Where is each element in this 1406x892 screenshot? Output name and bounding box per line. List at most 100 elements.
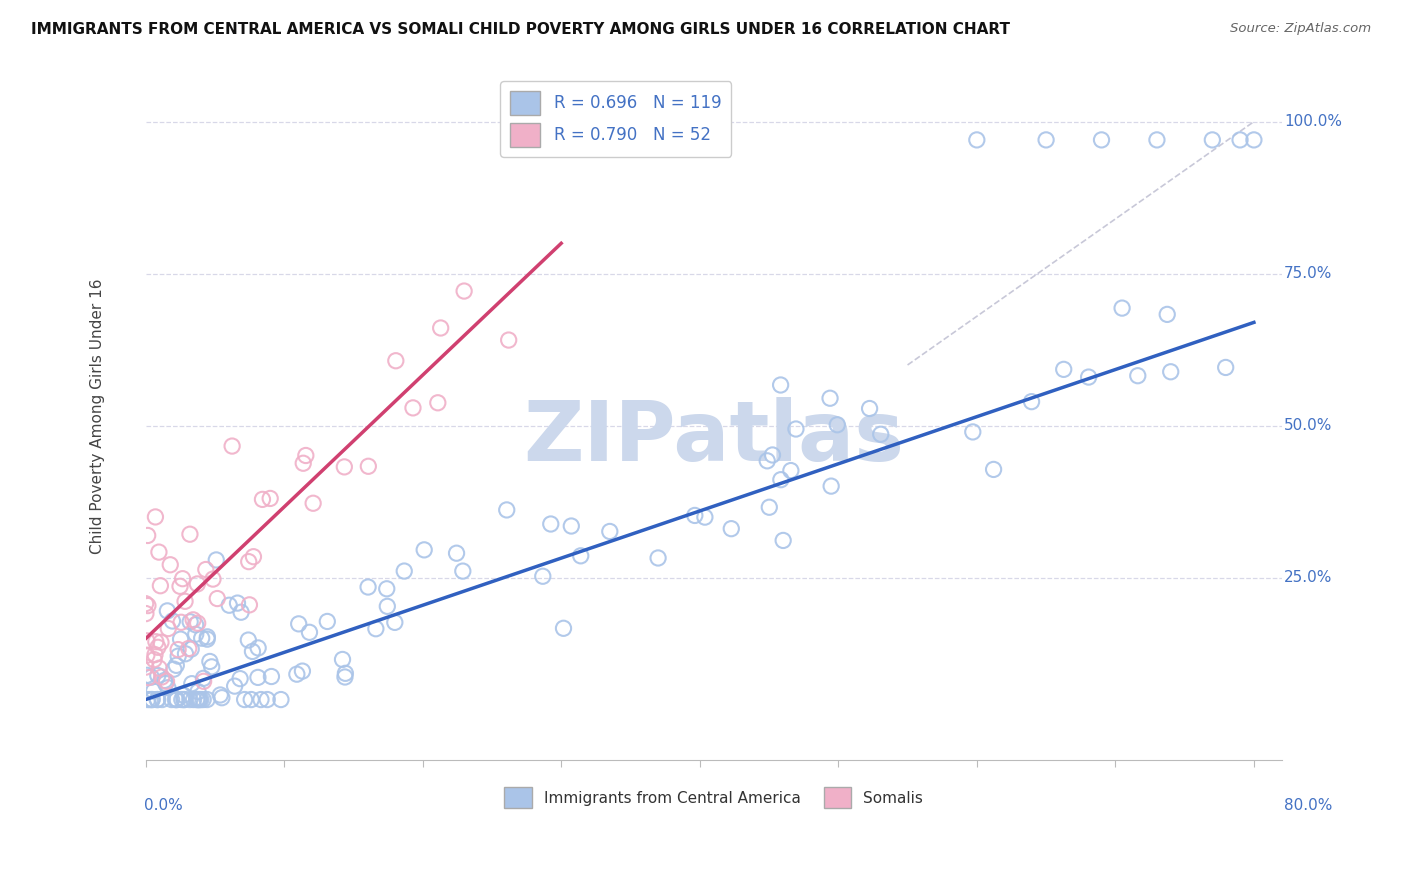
Point — [238, 555, 260, 569]
Point — [173, 692, 195, 706]
Point — [143, 648, 166, 662]
Point — [179, 615, 201, 629]
Text: 50.0%: 50.0% — [1284, 418, 1333, 434]
Point — [1243, 133, 1265, 147]
Point — [193, 674, 215, 689]
Point — [160, 692, 183, 706]
Point — [820, 479, 842, 493]
Point — [148, 661, 170, 675]
Point — [190, 692, 212, 706]
Point — [332, 652, 354, 666]
Point — [173, 692, 195, 706]
Point — [180, 642, 202, 657]
Point — [194, 562, 217, 576]
Point — [193, 671, 215, 685]
Point — [135, 648, 157, 663]
Point — [195, 692, 218, 706]
Point — [693, 510, 716, 524]
Point — [221, 439, 243, 453]
Point — [375, 599, 398, 614]
Point — [553, 621, 575, 635]
Point — [146, 640, 169, 655]
Point — [146, 692, 169, 706]
Point — [394, 564, 416, 578]
Point — [357, 459, 380, 474]
Text: 0.0%: 0.0% — [145, 798, 183, 814]
Point — [1126, 368, 1149, 383]
Point — [205, 553, 228, 567]
Point — [962, 425, 984, 439]
Point — [385, 353, 408, 368]
Point — [779, 464, 801, 478]
Point — [198, 655, 221, 669]
Point — [599, 524, 621, 539]
Point — [769, 473, 792, 487]
Point — [177, 641, 200, 656]
Legend: Immigrants from Central America, Somalis: Immigrants from Central America, Somalis — [498, 780, 929, 814]
Point — [240, 692, 263, 706]
Point — [451, 564, 474, 578]
Point — [135, 597, 157, 611]
Point — [540, 516, 562, 531]
Point — [224, 679, 246, 693]
Point — [1077, 370, 1099, 384]
Point — [229, 672, 252, 686]
Point — [195, 632, 218, 647]
Point — [135, 633, 157, 648]
Point — [229, 605, 252, 619]
Point — [187, 684, 209, 698]
Point — [429, 321, 451, 335]
Point — [193, 692, 215, 706]
Point — [247, 640, 270, 655]
Text: IMMIGRANTS FROM CENTRAL AMERICA VS SOMALI CHILD POVERTY AMONG GIRLS UNDER 16 COR: IMMIGRANTS FROM CENTRAL AMERICA VS SOMAL… — [31, 22, 1010, 37]
Point — [772, 533, 794, 548]
Point — [357, 580, 380, 594]
Point — [141, 692, 163, 706]
Point — [413, 542, 436, 557]
Point — [174, 647, 197, 661]
Point — [333, 459, 356, 474]
Text: 75.0%: 75.0% — [1284, 266, 1333, 281]
Point — [150, 692, 173, 706]
Point — [333, 670, 356, 684]
Point — [761, 448, 783, 462]
Point — [827, 417, 849, 432]
Point — [146, 668, 169, 682]
Point — [186, 692, 208, 706]
Point — [156, 604, 179, 618]
Point — [170, 615, 193, 630]
Point — [187, 616, 209, 631]
Point — [1201, 133, 1223, 147]
Point — [569, 549, 592, 563]
Point — [495, 503, 517, 517]
Point — [531, 569, 554, 583]
Point — [141, 670, 163, 684]
Point — [184, 627, 207, 641]
Point — [683, 508, 706, 523]
Point — [1021, 394, 1043, 409]
Point — [298, 625, 321, 640]
Point — [785, 422, 807, 436]
Point — [818, 391, 841, 405]
Point — [179, 527, 201, 541]
Point — [983, 462, 1005, 476]
Point — [858, 401, 880, 416]
Point — [756, 454, 779, 468]
Point — [157, 622, 180, 636]
Point — [285, 667, 308, 681]
Point — [291, 664, 314, 678]
Point — [155, 676, 177, 690]
Point — [316, 615, 339, 629]
Point — [259, 491, 281, 506]
Point — [153, 673, 176, 688]
Point — [150, 670, 173, 684]
Point — [186, 692, 208, 706]
Point — [1215, 360, 1237, 375]
Point — [498, 333, 520, 347]
Point — [758, 500, 780, 515]
Point — [145, 634, 167, 648]
Point — [1053, 362, 1076, 376]
Point — [375, 582, 398, 596]
Point — [165, 692, 187, 706]
Point — [145, 510, 167, 524]
